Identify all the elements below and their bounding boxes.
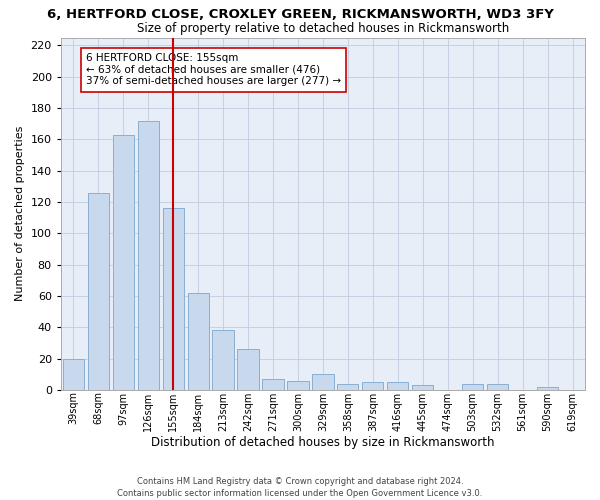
Bar xyxy=(88,192,109,390)
Bar xyxy=(462,384,483,390)
Bar xyxy=(212,330,233,390)
X-axis label: Distribution of detached houses by size in Rickmansworth: Distribution of detached houses by size … xyxy=(151,436,494,450)
Text: Contains HM Land Registry data © Crown copyright and database right 2024.
Contai: Contains HM Land Registry data © Crown c… xyxy=(118,476,482,498)
Bar xyxy=(387,382,409,390)
Bar xyxy=(412,386,433,390)
Y-axis label: Number of detached properties: Number of detached properties xyxy=(15,126,25,302)
Bar xyxy=(313,374,334,390)
Bar xyxy=(137,120,159,390)
Text: 6 HERTFORD CLOSE: 155sqm
← 63% of detached houses are smaller (476)
37% of semi-: 6 HERTFORD CLOSE: 155sqm ← 63% of detach… xyxy=(86,53,341,86)
Bar xyxy=(188,293,209,390)
Bar xyxy=(163,208,184,390)
Bar xyxy=(337,384,358,390)
Bar xyxy=(537,387,558,390)
Bar xyxy=(238,350,259,390)
Text: 6, HERTFORD CLOSE, CROXLEY GREEN, RICKMANSWORTH, WD3 3FY: 6, HERTFORD CLOSE, CROXLEY GREEN, RICKMA… xyxy=(47,8,553,20)
Title: Size of property relative to detached houses in Rickmansworth: Size of property relative to detached ho… xyxy=(137,22,509,35)
Bar xyxy=(63,358,84,390)
Bar xyxy=(362,382,383,390)
Bar xyxy=(262,379,284,390)
Bar xyxy=(487,384,508,390)
Bar xyxy=(287,380,308,390)
Bar xyxy=(113,134,134,390)
